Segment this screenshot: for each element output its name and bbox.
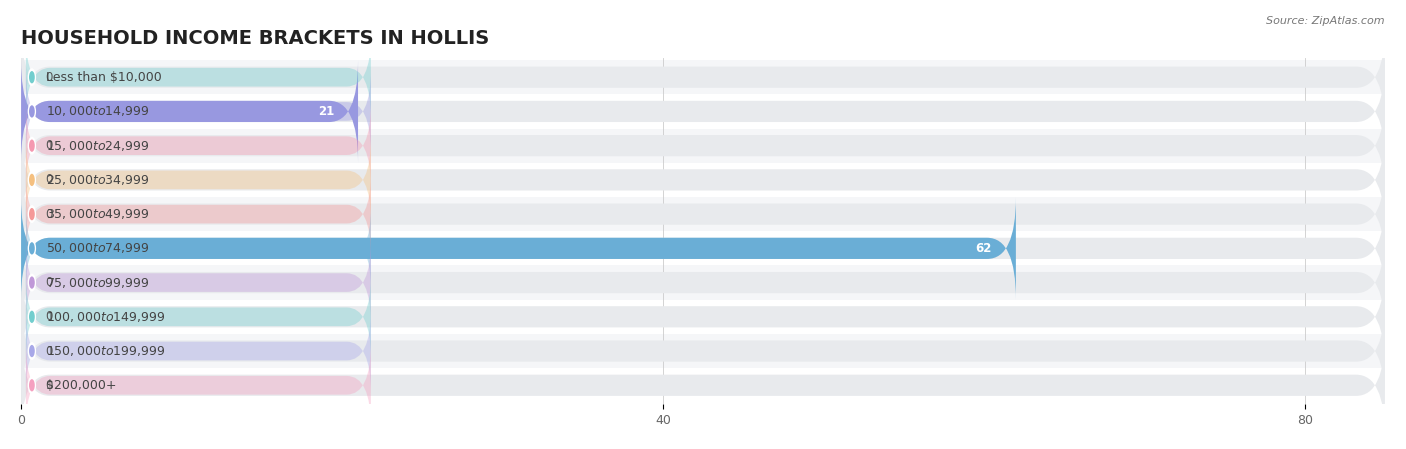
Circle shape [30,311,35,323]
Text: $75,000 to $99,999: $75,000 to $99,999 [46,276,149,290]
Bar [21,368,1385,402]
Text: 0: 0 [45,173,52,186]
Text: 0: 0 [45,139,52,152]
Text: 21: 21 [318,105,335,118]
Bar [21,60,1385,94]
Text: $100,000 to $149,999: $100,000 to $149,999 [46,310,166,324]
Text: HOUSEHOLD INCOME BRACKETS IN HOLLIS: HOUSEHOLD INCOME BRACKETS IN HOLLIS [21,30,489,48]
FancyBboxPatch shape [25,172,371,256]
Circle shape [30,277,35,289]
Bar [21,265,1385,299]
FancyBboxPatch shape [21,198,1017,299]
Circle shape [28,376,37,394]
Text: $150,000 to $199,999: $150,000 to $199,999 [46,344,166,358]
FancyBboxPatch shape [21,26,1385,128]
Circle shape [28,342,37,360]
Circle shape [28,171,37,189]
Bar [21,94,1385,128]
FancyBboxPatch shape [21,163,1385,265]
Circle shape [30,105,35,118]
Circle shape [30,140,35,152]
FancyBboxPatch shape [25,275,371,359]
Circle shape [30,174,35,186]
Bar [21,231,1385,265]
FancyBboxPatch shape [21,198,1385,299]
FancyBboxPatch shape [25,70,371,154]
Text: $15,000 to $24,999: $15,000 to $24,999 [46,139,149,153]
Circle shape [30,379,35,392]
Circle shape [28,136,37,154]
FancyBboxPatch shape [25,343,371,427]
FancyBboxPatch shape [21,129,1385,231]
FancyBboxPatch shape [21,61,1385,163]
FancyBboxPatch shape [25,104,371,188]
Text: $10,000 to $14,999: $10,000 to $14,999 [46,105,149,119]
Circle shape [28,205,37,223]
Text: $50,000 to $74,999: $50,000 to $74,999 [46,242,149,255]
Text: $25,000 to $34,999: $25,000 to $34,999 [46,173,149,187]
Bar [21,299,1385,334]
Text: Less than $10,000: Less than $10,000 [46,70,162,84]
Circle shape [28,273,37,291]
Text: 0: 0 [45,344,52,357]
Text: 62: 62 [976,242,991,255]
Circle shape [30,71,35,84]
Text: 0: 0 [45,276,52,289]
Bar [21,334,1385,368]
Text: 0: 0 [45,70,52,84]
Circle shape [28,308,37,326]
Text: $35,000 to $49,999: $35,000 to $49,999 [46,207,149,221]
Circle shape [28,102,37,120]
Circle shape [30,345,35,357]
FancyBboxPatch shape [25,35,371,119]
Circle shape [28,68,37,86]
FancyBboxPatch shape [21,334,1385,436]
Text: 0: 0 [45,379,52,392]
FancyBboxPatch shape [25,241,371,325]
FancyBboxPatch shape [21,61,359,163]
Circle shape [30,242,35,255]
FancyBboxPatch shape [21,300,1385,402]
Text: 0: 0 [45,310,52,323]
Circle shape [28,239,37,257]
Text: 0: 0 [45,207,52,220]
Text: $200,000+: $200,000+ [46,379,117,392]
FancyBboxPatch shape [25,309,371,393]
Bar [21,163,1385,197]
Bar [21,197,1385,231]
FancyBboxPatch shape [21,95,1385,197]
FancyBboxPatch shape [21,266,1385,368]
Circle shape [30,208,35,220]
FancyBboxPatch shape [21,232,1385,334]
FancyBboxPatch shape [25,207,371,291]
FancyBboxPatch shape [25,138,371,222]
Bar [21,128,1385,163]
Text: Source: ZipAtlas.com: Source: ZipAtlas.com [1267,16,1385,26]
